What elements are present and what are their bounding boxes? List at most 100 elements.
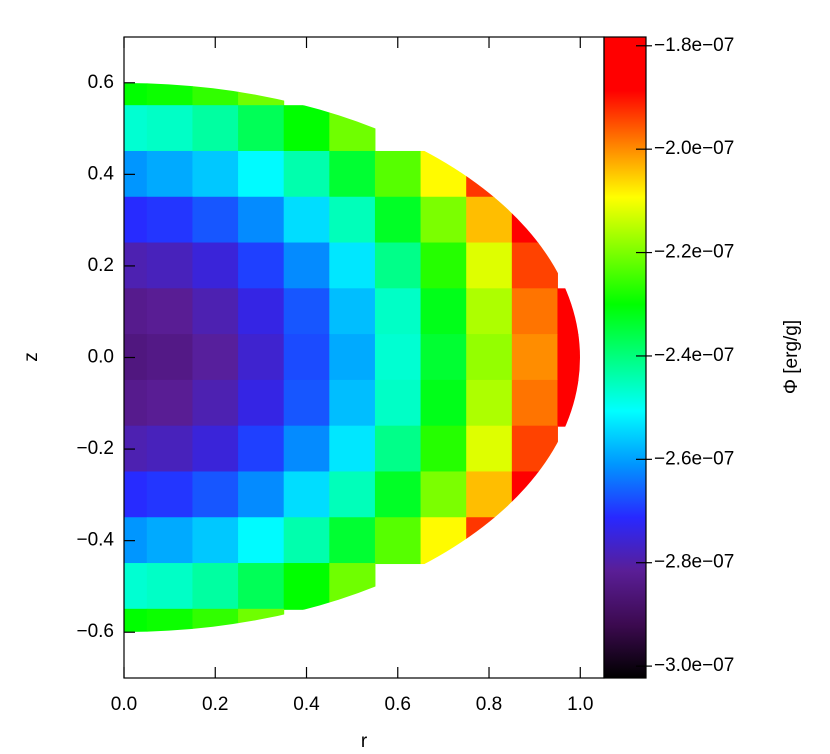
- y-tick-label: 0.2: [88, 255, 114, 276]
- cell: [124, 288, 148, 336]
- cell: [374, 471, 422, 519]
- cell: [557, 379, 580, 427]
- cell: [192, 150, 239, 198]
- cell: [283, 150, 330, 198]
- cell: [238, 105, 285, 152]
- cell: [238, 334, 285, 381]
- cell: [420, 150, 467, 198]
- cell: [420, 196, 467, 244]
- cell: [192, 517, 239, 565]
- cell: [283, 379, 330, 427]
- cell: [329, 425, 376, 473]
- cell: [238, 83, 285, 107]
- cell: [146, 425, 193, 473]
- cell: [283, 242, 330, 290]
- cell: [557, 334, 580, 381]
- cell: [466, 517, 513, 565]
- cell: [124, 150, 148, 198]
- cell: [192, 105, 239, 152]
- cell: [283, 517, 330, 565]
- cell: [124, 196, 148, 244]
- colorbar-tick-label: −1.8e−07: [654, 35, 734, 56]
- x-tick-label: 0.2: [202, 694, 228, 715]
- cell: [466, 242, 513, 290]
- cell: [329, 196, 376, 244]
- cell: [124, 83, 148, 107]
- cell: [420, 425, 467, 473]
- x-tick-label: 0.6: [385, 694, 411, 715]
- cell: [192, 379, 239, 427]
- cell: [420, 334, 467, 381]
- cell: [374, 334, 422, 381]
- cell: [124, 425, 148, 473]
- cell: [420, 242, 467, 290]
- y-tick-label: 0.0: [88, 347, 114, 368]
- x-tick-label: 0.4: [293, 694, 320, 715]
- x-tick-label: 0.8: [476, 694, 502, 715]
- colorbar: [603, 36, 647, 679]
- cell: [329, 379, 376, 427]
- cell: [283, 471, 330, 519]
- cell: [238, 379, 285, 427]
- cell: [124, 242, 148, 290]
- cell: [374, 288, 422, 336]
- cell: [146, 379, 193, 427]
- cell: [146, 334, 193, 381]
- cell: [192, 83, 239, 107]
- cell: [283, 425, 330, 473]
- x-tick-label: 1.0: [567, 694, 593, 715]
- cell: [283, 105, 330, 152]
- cell: [511, 379, 558, 427]
- colorbar-label: Φ [erg/g]: [781, 320, 802, 394]
- cell: [146, 288, 193, 336]
- cell: [374, 150, 422, 198]
- colorbar-tick-label: −2.2e−07: [654, 242, 734, 263]
- cell: [466, 150, 513, 198]
- cell: [466, 425, 513, 473]
- cell: [192, 242, 239, 290]
- cell: [329, 288, 376, 336]
- cell: [511, 471, 558, 519]
- cell: [192, 425, 239, 473]
- cell: [124, 563, 148, 610]
- cell: [511, 242, 558, 290]
- cell: [420, 379, 467, 427]
- cell: [511, 425, 558, 473]
- cell: [329, 517, 376, 565]
- y-tick-label: 0.4: [88, 163, 115, 184]
- cell: [329, 150, 376, 198]
- colorbar-tick-label: −3.0e−07: [654, 655, 734, 676]
- cell: [192, 608, 239, 632]
- colorbar-tick-label: −2.4e−07: [654, 345, 734, 366]
- cell: [192, 334, 239, 381]
- cell: [124, 334, 148, 381]
- cell: [283, 196, 330, 244]
- cell: [374, 379, 422, 427]
- cell: [238, 471, 285, 519]
- cell: [146, 608, 193, 632]
- cell: [124, 379, 148, 427]
- y-axis-label: z: [21, 352, 42, 362]
- cell: [146, 150, 193, 198]
- cell: [238, 425, 285, 473]
- cell: [238, 150, 285, 198]
- cell: [329, 334, 376, 381]
- cell: [192, 196, 239, 244]
- cell: [511, 334, 558, 381]
- cell: [146, 517, 193, 565]
- cell: [283, 563, 330, 610]
- cell: [420, 288, 467, 336]
- cell: [238, 563, 285, 610]
- cell: [192, 288, 239, 336]
- cell: [466, 379, 513, 427]
- cell: [146, 105, 193, 152]
- cell: [238, 517, 285, 565]
- cell: [238, 288, 285, 336]
- cell: [466, 334, 513, 381]
- cell: [420, 517, 467, 565]
- cell: [511, 288, 558, 336]
- x-axis-label: r: [361, 731, 368, 752]
- cell: [374, 425, 422, 473]
- cell: [466, 471, 513, 519]
- cell: [124, 105, 148, 152]
